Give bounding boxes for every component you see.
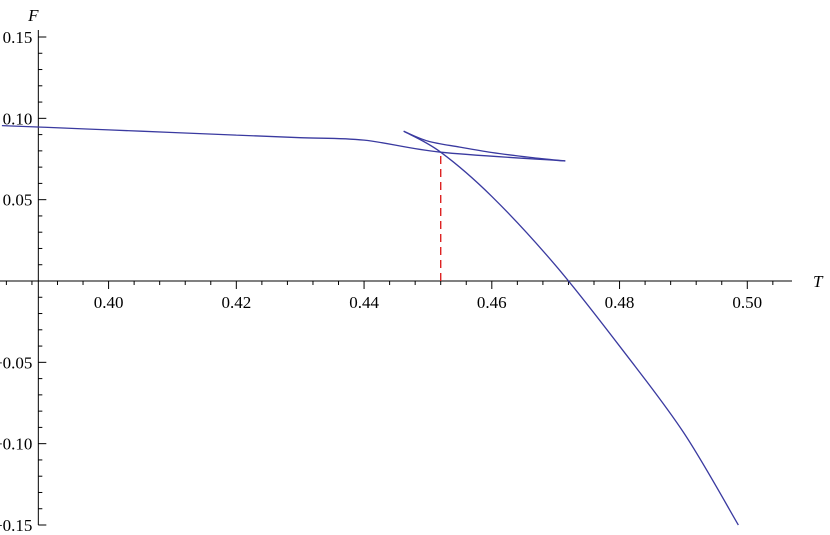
series-layer <box>1 125 739 526</box>
series-lower-branch <box>1 125 566 162</box>
x-tick-label: 0.46 <box>477 293 507 312</box>
x-tick-label: 0.48 <box>605 293 635 312</box>
x-tick-label: 0.40 <box>94 293 124 312</box>
y-tick-label: −0.10 <box>0 435 32 454</box>
x-tick-label: 0.50 <box>732 293 762 312</box>
y-axis-title: F <box>27 6 39 25</box>
y-tick-label: −0.15 <box>0 516 32 535</box>
ticks <box>5 36 774 526</box>
y-tick-label: 0.15 <box>3 28 33 47</box>
x-tick-label: 0.42 <box>221 293 251 312</box>
series-large-branch <box>403 130 739 526</box>
y-tick-label: 0.10 <box>3 109 33 128</box>
x-tick-label: 0.44 <box>349 293 379 312</box>
x-axis-title: T <box>813 272 824 291</box>
y-tick-label: 0.05 <box>3 191 33 210</box>
axes <box>0 30 792 525</box>
series-upper-branch <box>403 130 566 162</box>
tick-labels: 0.40 0.42 0.44 0.46 0.48 0.50 0.15 0.10 0.05 −0.0… <box>0 28 762 535</box>
y-tick-label: −0.05 <box>0 353 32 372</box>
